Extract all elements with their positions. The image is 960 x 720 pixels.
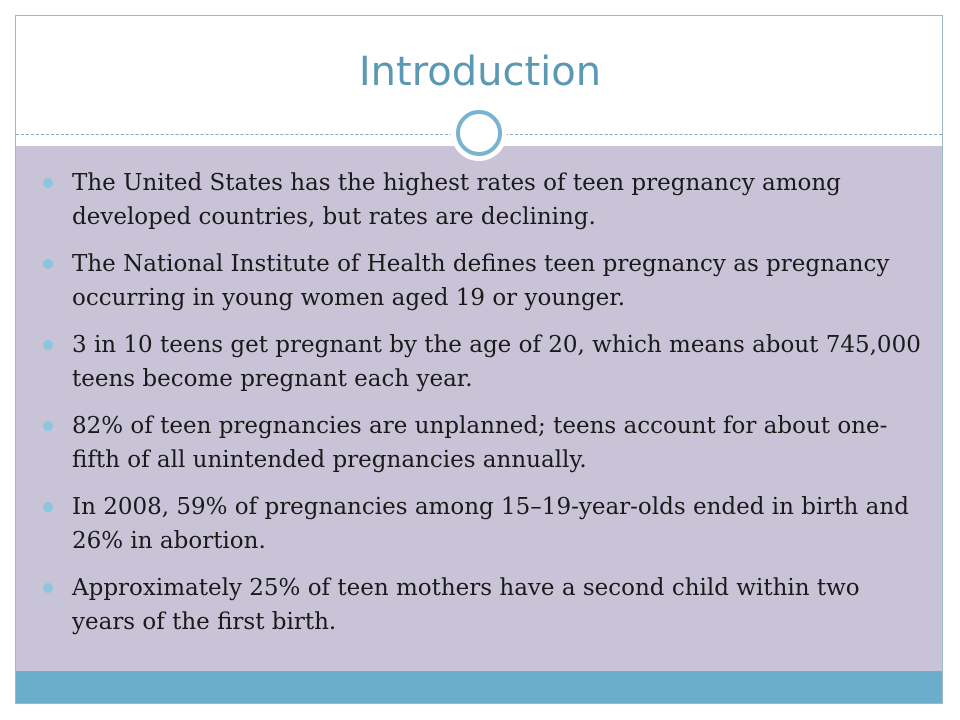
bullet-item: In 2008, 59% of pregnancies among 15–19-…: [42, 490, 922, 558]
circle-ornament-icon: [456, 110, 502, 156]
bullet-item: The National Institute of Health defines…: [42, 247, 922, 315]
bullet-dot-icon: [43, 421, 53, 431]
bullet-text: In 2008, 59% of pregnancies among 15–19-…: [72, 494, 909, 554]
bullet-item: 3 in 10 teens get pregnant by the age of…: [42, 328, 922, 396]
footer-bar: [16, 671, 942, 703]
bullet-item: Approximately 25% of teen mothers have a…: [42, 571, 922, 639]
bullet-item: 82% of teen pregnancies are unplanned; t…: [42, 409, 922, 477]
bullet-text: Approximately 25% of teen mothers have a…: [72, 575, 860, 635]
bullet-text: 3 in 10 teens get pregnant by the age of…: [72, 332, 921, 392]
bullet-list: The United States has the highest rates …: [42, 166, 922, 652]
content-panel: [16, 146, 942, 671]
bullet-item: The United States has the highest rates …: [42, 166, 922, 234]
slide-title: Introduction: [358, 49, 602, 95]
bullet-dot-icon: [43, 502, 53, 512]
bullet-dot-icon: [43, 178, 53, 188]
bullet-text: 82% of teen pregnancies are unplanned; t…: [72, 413, 888, 473]
bullet-text: The National Institute of Health defines…: [72, 251, 890, 311]
bullet-dot-icon: [43, 340, 53, 350]
bullet-dot-icon: [43, 259, 53, 269]
bullet-dot-icon: [43, 583, 53, 593]
bullet-text: The United States has the highest rates …: [72, 170, 841, 230]
